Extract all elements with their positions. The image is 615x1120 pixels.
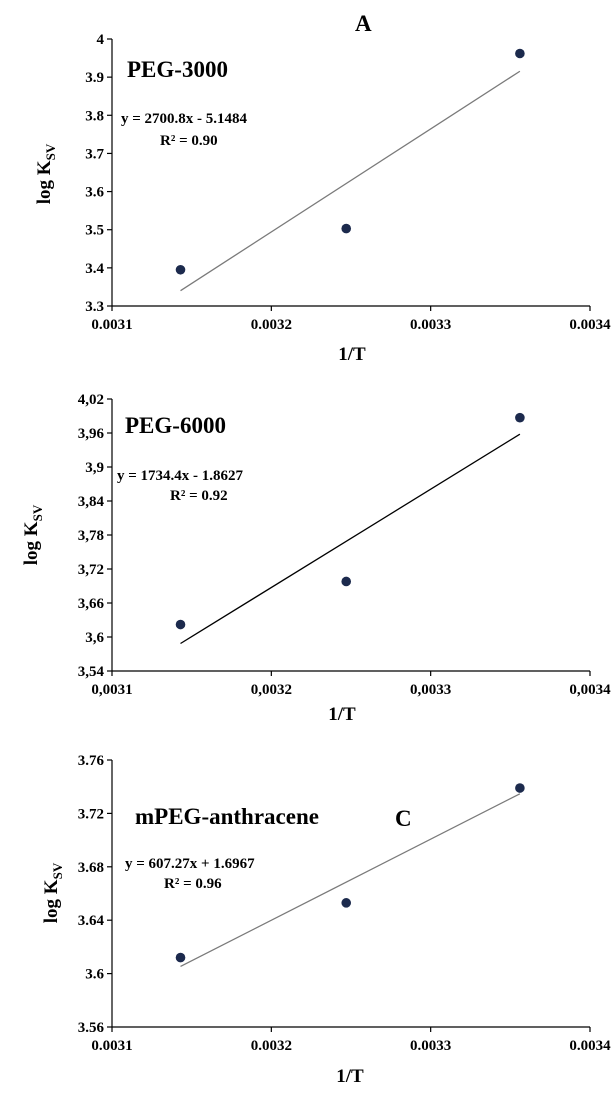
y-tick-label: 3,9: [85, 460, 104, 476]
y-tick-label: 3,6: [85, 630, 104, 646]
x-tick-label: 0,0034: [569, 682, 611, 698]
y-tick-label: 3.56: [78, 1020, 105, 1036]
r-squared-label: R² = 0.90: [160, 133, 218, 149]
r-squared-label: R² = 0.92: [170, 488, 228, 504]
y-axis-label: log KSV: [21, 504, 45, 565]
chart-panel-2: 3,54 3,6 3,66 3,72 3,78 3,84 3,9 3,96 4,02 0,0031…: [21, 392, 611, 725]
panel-title: PEG-3000: [127, 57, 228, 82]
x-axis-label: 1/T: [338, 344, 366, 365]
x-tick-label: 0.0032: [251, 1038, 292, 1054]
y-tick-label: 3,78: [78, 528, 104, 544]
data-point-3: [515, 783, 525, 793]
x-tick-label: 0,0032: [251, 682, 292, 698]
y-tick-label: 3.5: [85, 223, 104, 239]
y-tick-label: 4: [97, 32, 105, 48]
y-tick-label: 3.8: [85, 108, 104, 124]
y-tick-label: 3,96: [78, 426, 105, 442]
trendline: [180, 793, 521, 968]
data-point-2: [341, 898, 352, 908]
y-tick-label: 3.68: [78, 860, 104, 876]
y-tick-label: 3.6: [85, 185, 104, 201]
regression-equation: y = 1734.4x - 1.8627: [117, 468, 244, 484]
data-point-1: [175, 952, 186, 963]
trendline: [180, 433, 521, 645]
data-point-3: [515, 48, 525, 59]
x-axis-label: 1/T: [328, 704, 356, 725]
y-tick-label: 3,54: [78, 664, 105, 680]
y-tick-label: 3.3: [85, 299, 104, 315]
x-tick-label: 0.0031: [91, 317, 132, 333]
panel-letter: C: [395, 806, 412, 831]
y-tick-label: 3.6: [85, 967, 104, 983]
panel-title: mPEG-anthracene: [135, 804, 319, 829]
y-tick-label: 3,72: [78, 562, 104, 578]
x-tick-label: 0,0033: [410, 682, 451, 698]
data-point-1: [175, 264, 186, 275]
y-tick-label: 3.9: [85, 70, 104, 86]
chart-panel-3: 3.56 3.6 3.64 3.68 3.72 3.76 0.0031 0.0032 0.003…: [41, 753, 611, 1087]
x-tick-label: 0.0034: [569, 317, 611, 333]
y-tick-label: 3.4: [85, 261, 104, 277]
x-tick-label: 0.0032: [251, 317, 292, 333]
panel-letter: A: [355, 11, 372, 36]
chart-panel-1: 3.3 3.4 3.5 3.6 3.7 3.8 3.9 4 0.0031 0.0032 0.0033…: [34, 11, 611, 365]
x-tick-label: 0.0031: [91, 1038, 132, 1054]
trendline: [180, 70, 521, 292]
panel-title: PEG-6000: [125, 413, 226, 438]
x-tick-label: 0,0031: [91, 682, 132, 698]
y-tick-label: 3,84: [78, 494, 105, 510]
data-point-2: [341, 223, 352, 234]
x-axis-label: 1/T: [336, 1066, 364, 1087]
regression-equation: y = 2700.8x - 5.1484: [121, 111, 248, 127]
y-tick-label: 3.72: [78, 806, 104, 822]
y-tick-label: 3.76: [78, 753, 105, 769]
y-tick-label: 3.64: [78, 913, 105, 929]
y-tick-label: 3,66: [78, 596, 105, 612]
x-tick-label: 0.0033: [410, 1038, 451, 1054]
regression-equation: y = 607.27x + 1.6967: [125, 856, 255, 872]
x-tick-label: 0.0034: [569, 1038, 611, 1054]
data-point-3: [515, 412, 525, 423]
r-squared-label: R² = 0.96: [164, 876, 222, 892]
y-tick-label: 4,02: [78, 392, 104, 408]
y-tick-label: 3.7: [85, 146, 104, 162]
data-point-1: [175, 619, 186, 630]
data-point-2: [341, 576, 352, 587]
x-tick-label: 0.0033: [410, 317, 451, 333]
y-axis-label: log KSV: [41, 862, 65, 923]
y-axis-label: log KSV: [34, 143, 58, 204]
